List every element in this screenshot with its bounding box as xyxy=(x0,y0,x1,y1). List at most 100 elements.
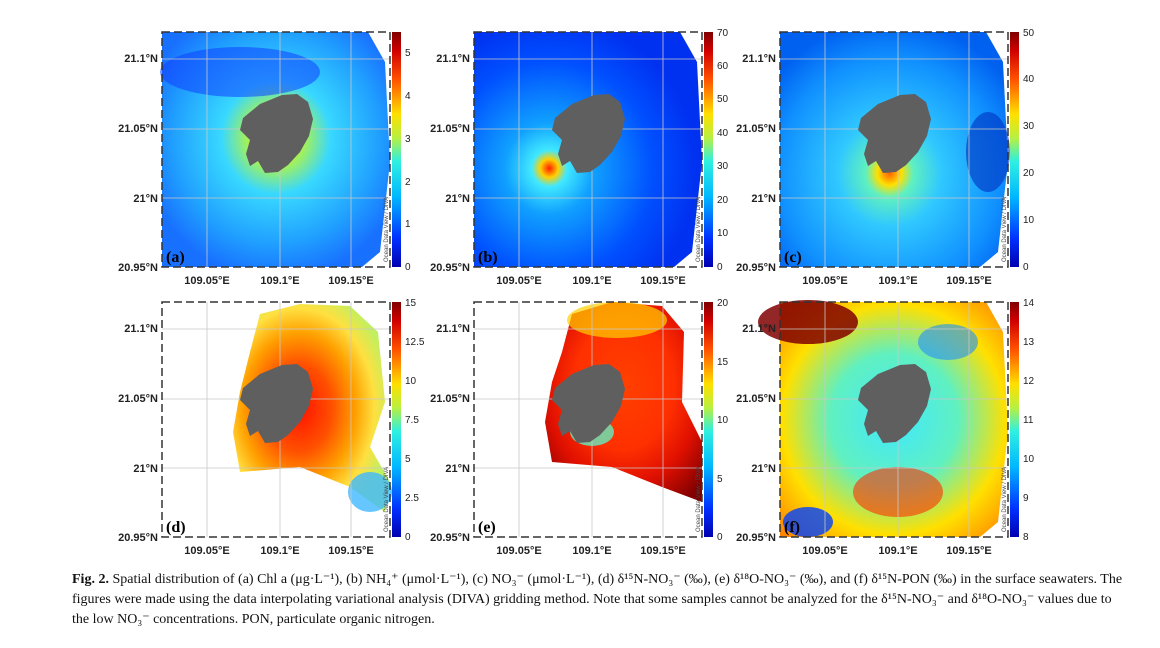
data-field-low xyxy=(966,112,1010,192)
lon-label: 109.1°E xyxy=(572,545,611,557)
lat-label: 21.1°N xyxy=(742,53,776,65)
odv-watermark: Ocean Data View / DIVA xyxy=(1002,197,1008,262)
lat-label: 20.95°N xyxy=(736,262,776,274)
colorbar-tick: 12 xyxy=(1023,376,1035,387)
colorbar-tick: 15 xyxy=(405,298,417,309)
odv-watermark: Ocean Data View / DIVA xyxy=(384,197,390,262)
lat-label: 21.1°N xyxy=(436,53,470,65)
panel-label: (b) xyxy=(478,249,498,266)
colorbar-tick: 1 xyxy=(405,219,411,230)
colorbar xyxy=(1010,32,1019,267)
lat-label: 21.1°N xyxy=(436,323,470,335)
colorbar-tick: 10 xyxy=(1023,454,1035,465)
lat-label: 21°N xyxy=(751,193,776,205)
colorbar-tick: 0 xyxy=(1023,262,1029,273)
colorbar-tick: 0 xyxy=(405,532,411,543)
panel-d: 21.1°N 21.05°N 21°N 20.95°N 109.05°E 109… xyxy=(100,292,425,567)
lon-label: 109.05°E xyxy=(184,275,229,287)
colorbar-tick: 5 xyxy=(405,48,411,59)
lat-label: 21°N xyxy=(133,463,158,475)
odv-watermark: Ocean Data View / DIVA xyxy=(696,197,702,262)
colorbar-tick: 3 xyxy=(405,134,411,145)
colorbar-tick: 50 xyxy=(1023,28,1035,39)
panel-f: 21.1°N 21.05°N 21°N 20.95°N 109.05°E 109… xyxy=(718,292,1038,567)
lat-label: 21.1°N xyxy=(124,53,158,65)
panel-label: (c) xyxy=(784,249,802,266)
island-land xyxy=(240,364,313,443)
colorbar-tick: 60 xyxy=(717,61,729,72)
data-field-low xyxy=(783,507,833,537)
panel-label: (d) xyxy=(166,519,186,536)
caption-text: Spatial distribution of (a) Chl a (μg·L⁻… xyxy=(72,572,1123,627)
data-field-low xyxy=(160,47,320,97)
odv-watermark: Ocean Data View / DIVA xyxy=(1002,467,1008,532)
colorbar-tick: 4 xyxy=(405,91,411,102)
lon-label: 109.05°E xyxy=(496,275,541,287)
colorbar xyxy=(392,302,401,537)
colorbar-tick: 0 xyxy=(717,262,723,273)
caption-label: Fig. 2. xyxy=(72,572,109,587)
colorbar-tick: 14 xyxy=(1023,298,1035,309)
panel-a: 21.1°N 21.05°N 21°N 20.95°N 109.05°E 109… xyxy=(100,22,420,297)
panel-d-svg: 21.1°N 21.05°N 21°N 20.95°N 109.05°E 109… xyxy=(118,298,425,557)
data-field-high xyxy=(567,302,667,338)
panel-label: (e) xyxy=(478,519,496,536)
colorbar-tick: 2 xyxy=(405,177,411,188)
island-land xyxy=(552,94,625,173)
colorbar-tick: 2.5 xyxy=(405,493,419,504)
lat-label: 21°N xyxy=(751,463,776,475)
figure-caption: Fig. 2. Spatial distribution of (a) Chl … xyxy=(72,570,1132,630)
colorbar-tick: 10 xyxy=(717,415,729,426)
colorbar-tick: 40 xyxy=(1023,74,1035,85)
colorbar-tick: 20 xyxy=(717,195,729,206)
lon-label: 109.1°E xyxy=(878,275,917,287)
lat-label: 20.95°N xyxy=(430,262,470,274)
map-frame xyxy=(779,301,1009,538)
colorbar xyxy=(704,302,713,537)
lon-label: 109.05°E xyxy=(802,275,847,287)
colorbar-tick: 10 xyxy=(717,228,729,239)
colorbar-tick: 30 xyxy=(717,161,729,172)
panel-label: (a) xyxy=(166,249,185,266)
colorbar-tick: 20 xyxy=(717,298,729,309)
lat-label: 20.95°N xyxy=(118,262,158,274)
lat-label: 21.05°N xyxy=(118,393,158,405)
grid xyxy=(162,302,390,537)
colorbar-ticks: 8 9 10 11 12 13 14 xyxy=(1023,298,1035,543)
island-land xyxy=(858,364,931,443)
lat-label: 20.95°N xyxy=(736,532,776,544)
lat-label: 21.05°N xyxy=(118,123,158,135)
lat-label: 21°N xyxy=(445,463,470,475)
lon-label: 109.1°E xyxy=(260,545,299,557)
lon-label: 109.05°E xyxy=(802,545,847,557)
island-land xyxy=(552,364,625,443)
data-field-low xyxy=(348,472,392,512)
lat-label: 20.95°N xyxy=(430,532,470,544)
data-field-max xyxy=(758,300,858,344)
colorbar-tick: 50 xyxy=(717,94,729,105)
colorbar-ticks: 0 2.5 5 7.5 10 12.5 15 xyxy=(405,298,425,543)
colorbar-tick: 7.5 xyxy=(405,415,419,426)
map-frame xyxy=(161,301,391,538)
colorbar-tick: 11 xyxy=(1023,415,1034,426)
lat-label: 21.05°N xyxy=(430,393,470,405)
colorbar-ticks: 0 1 2 3 4 5 xyxy=(405,48,411,273)
lat-label: 21.1°N xyxy=(742,323,776,335)
lon-label: 109.15°E xyxy=(640,275,685,287)
panel-a-svg: 21.1°N 21.05°N 21°N 20.95°N 109.05°E 109… xyxy=(118,31,411,287)
grid xyxy=(780,302,1008,537)
panel-b: 21.1°N 21.05°N 21°N 20.95°N 109.05°E 109… xyxy=(412,22,732,297)
panel-c: 21.1°N 21.05°N 21°N 20.95°N 109.05°E 109… xyxy=(718,22,1038,297)
colorbar xyxy=(704,32,713,267)
colorbar-tick: 0 xyxy=(717,532,723,543)
colorbar xyxy=(392,32,401,267)
panel-b-svg: 21.1°N 21.05°N 21°N 20.95°N 109.05°E 109… xyxy=(430,28,729,287)
lat-label: 21°N xyxy=(133,193,158,205)
colorbar-ticks: 0 10 20 30 40 50 60 70 xyxy=(717,28,729,273)
lon-label: 109.1°E xyxy=(260,275,299,287)
lon-label: 109.15°E xyxy=(328,545,373,557)
map-frame xyxy=(473,31,703,268)
colorbar-tick: 13 xyxy=(1023,337,1035,348)
lon-label: 109.1°E xyxy=(572,275,611,287)
colorbar-tick: 10 xyxy=(1023,215,1035,226)
